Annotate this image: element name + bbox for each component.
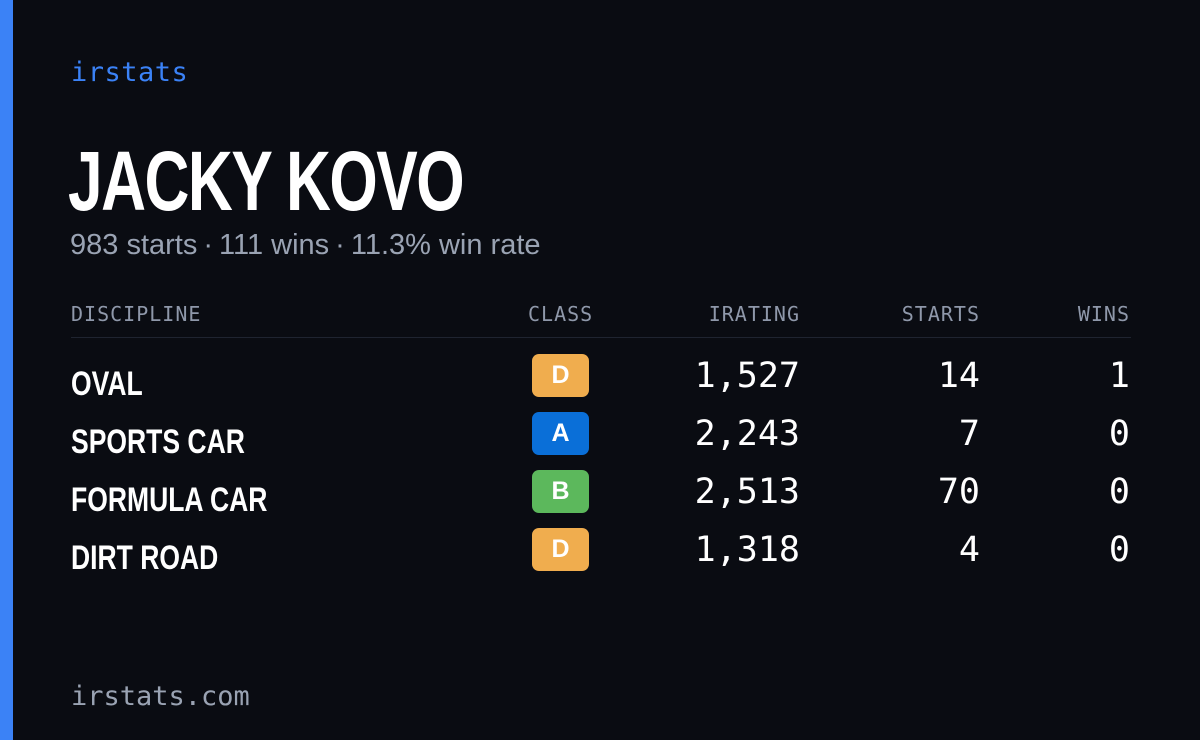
header-class: CLASS: [528, 302, 594, 326]
discipline-table: DISCIPLINE CLASS IRATING STARTS WINS OVA…: [71, 300, 1131, 577]
starts-value: 7: [958, 414, 980, 454]
class-badge: D: [532, 354, 589, 397]
discipline-name: OVAL: [71, 365, 143, 403]
irating-value: 2,513: [694, 472, 800, 512]
wins-value: 0: [1108, 472, 1130, 512]
table-row: FORMULA CAR B 2,513 70 0: [71, 470, 1131, 528]
brand-logo-text: irstats: [71, 57, 189, 88]
wins-value: 0: [1108, 530, 1130, 570]
footer-url: irstats.com: [71, 681, 250, 712]
table-row: SPORTS CAR A 2,243 7 0: [71, 412, 1131, 470]
irating-value: 2,243: [694, 414, 800, 454]
discipline-name: DIRT ROAD: [71, 539, 219, 577]
discipline-name: SPORTS CAR: [71, 423, 245, 461]
header-wins: WINS: [1077, 302, 1130, 326]
table-body: OVAL D 1,527 14 1 SPORTS CAR A 2,243 7 0…: [71, 354, 1131, 586]
wins-value: 1: [1108, 356, 1130, 396]
wins-value: 0: [1108, 414, 1130, 454]
table-header: DISCIPLINE CLASS IRATING STARTS WINS: [71, 300, 1131, 338]
header-starts: STARTS: [901, 302, 980, 326]
accent-bar: [0, 0, 13, 740]
discipline-name: FORMULA CAR: [71, 481, 268, 519]
driver-summary: 983 starts · 111 wins · 11.3% win rate: [70, 227, 541, 263]
starts-value: 70: [937, 472, 980, 512]
table-row: DIRT ROAD D 1,318 4 0: [71, 528, 1131, 586]
header-irating: IRATING: [708, 302, 800, 326]
starts-summary: 983 starts: [70, 229, 198, 261]
starts-value: 4: [958, 530, 980, 570]
header-discipline: DISCIPLINE: [71, 302, 202, 326]
wins-summary: 111 wins: [219, 229, 330, 261]
separator: ·: [335, 229, 345, 261]
separator: ·: [203, 229, 214, 261]
irating-value: 1,318: [694, 530, 800, 570]
class-badge: D: [532, 528, 589, 571]
irating-value: 1,527: [694, 356, 800, 396]
table-row: OVAL D 1,527 14 1: [71, 354, 1131, 412]
starts-value: 14: [937, 356, 980, 396]
winrate-summary: 11.3% win rate: [350, 229, 541, 261]
class-badge: A: [532, 412, 589, 455]
driver-name: JACKY KOVO: [68, 134, 465, 228]
class-badge: B: [532, 470, 589, 513]
